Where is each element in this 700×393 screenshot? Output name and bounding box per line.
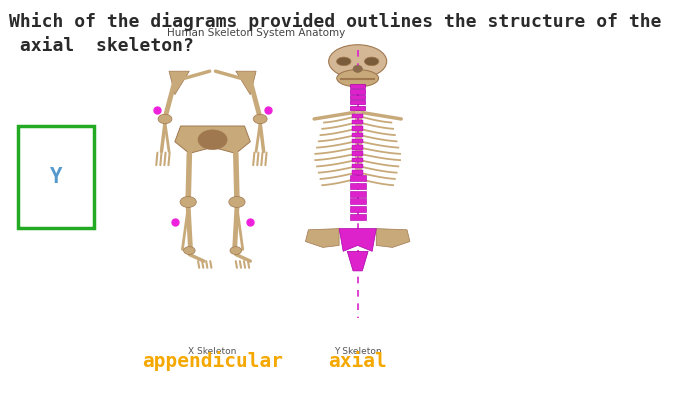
Bar <box>352 133 363 137</box>
Bar <box>352 120 363 125</box>
Text: appendicular: appendicular <box>142 351 283 371</box>
Bar <box>350 89 365 94</box>
Polygon shape <box>175 126 251 153</box>
Polygon shape <box>169 71 189 95</box>
FancyBboxPatch shape <box>18 126 94 228</box>
Bar <box>349 183 366 189</box>
Bar <box>350 84 365 88</box>
Ellipse shape <box>337 57 351 66</box>
Bar <box>349 206 366 212</box>
Ellipse shape <box>337 70 379 87</box>
Polygon shape <box>339 229 377 252</box>
Bar <box>350 100 365 105</box>
Ellipse shape <box>365 57 379 66</box>
Text: Y: Y <box>50 167 62 187</box>
Polygon shape <box>305 229 339 248</box>
Bar <box>349 198 366 204</box>
Bar <box>349 191 366 196</box>
Text: Y Skeleton: Y Skeleton <box>334 347 382 356</box>
Ellipse shape <box>353 65 363 72</box>
Circle shape <box>229 196 245 208</box>
Bar <box>350 106 365 110</box>
Bar <box>352 139 363 143</box>
Circle shape <box>158 114 172 124</box>
Polygon shape <box>347 252 368 271</box>
Bar <box>349 214 366 220</box>
Polygon shape <box>236 71 256 95</box>
Ellipse shape <box>329 45 386 78</box>
Circle shape <box>253 114 267 124</box>
Text: Which of the diagrams provided outlines the structure of the
 axial  skeleton?: Which of the diagrams provided outlines … <box>9 13 662 55</box>
Text: axial: axial <box>328 352 387 371</box>
Circle shape <box>180 196 196 208</box>
Bar <box>350 95 365 99</box>
Bar <box>352 151 363 156</box>
Bar <box>349 175 366 181</box>
Text: X Skeleton: X Skeleton <box>188 347 237 356</box>
Ellipse shape <box>198 130 227 149</box>
Bar <box>352 145 363 149</box>
Circle shape <box>183 247 195 254</box>
Bar <box>352 164 363 168</box>
Circle shape <box>230 247 241 254</box>
Bar <box>352 170 363 174</box>
Text: Human Skeleton System Anatomy: Human Skeleton System Anatomy <box>167 28 345 38</box>
Polygon shape <box>377 229 410 248</box>
Bar <box>352 114 363 118</box>
Bar <box>352 127 363 131</box>
Bar <box>352 158 363 162</box>
